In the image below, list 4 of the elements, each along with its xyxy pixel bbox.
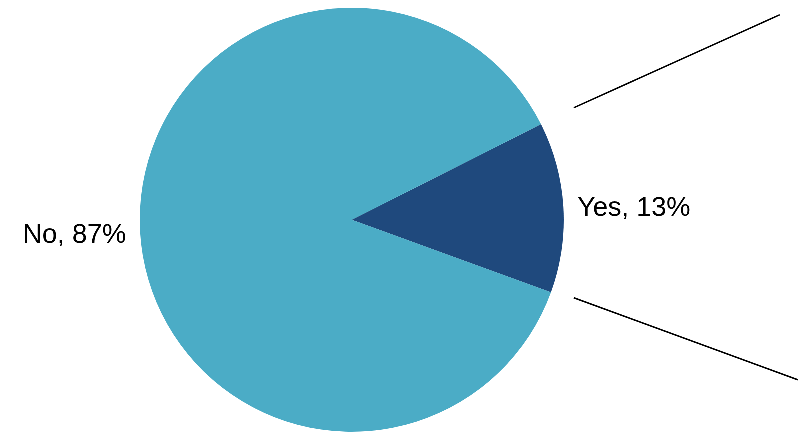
pie-slice — [140, 8, 552, 432]
slice-label: No, 87% — [22, 218, 126, 249]
slice-label: Yes, 13% — [578, 192, 691, 222]
pie-slice — [352, 124, 564, 293]
